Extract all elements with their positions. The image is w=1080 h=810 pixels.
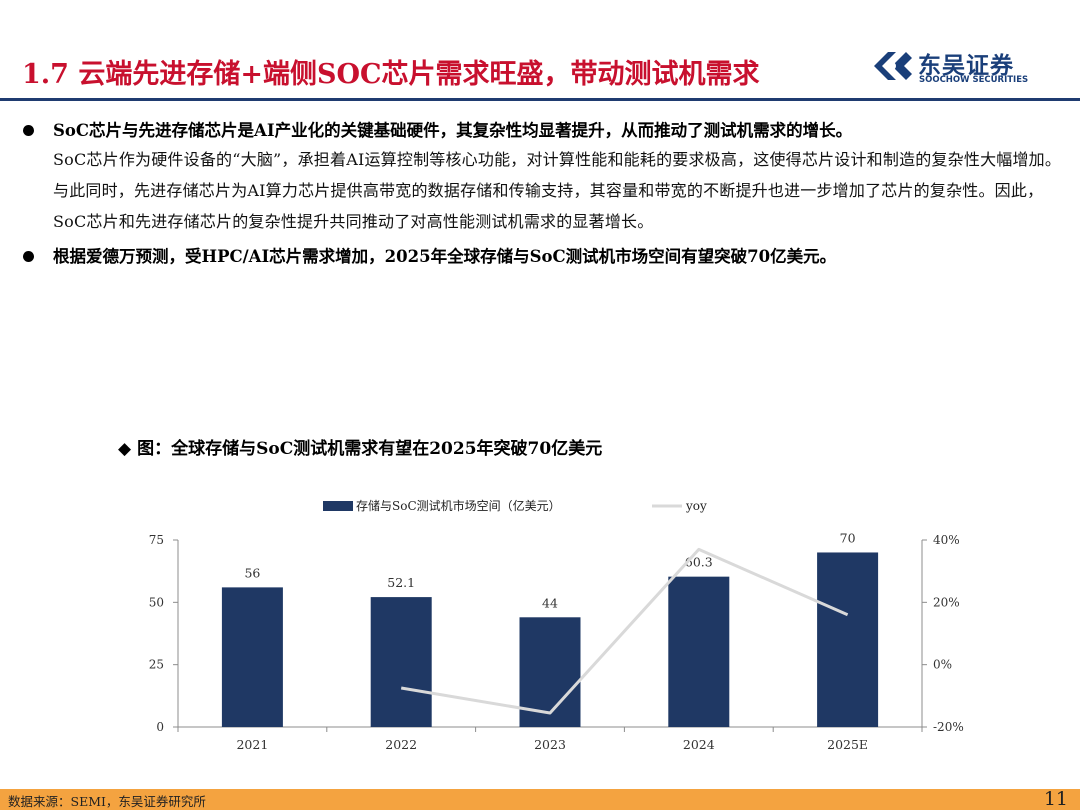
y-left-tick-label: 0: [156, 720, 164, 734]
bar: [221, 587, 283, 727]
y-left-tick-label: 75: [149, 533, 164, 547]
bullet-item-1: SoC芯片与先进存储芯片是AI产业化的关键基础硬件，其复杂性均显著提升，从而推动…: [20, 118, 1065, 237]
diamond-icon: ◆: [118, 439, 132, 459]
legend-swatch-bar: [323, 501, 353, 511]
bar-value-label: 44: [542, 595, 558, 610]
x-tick-labels: 2021 2022 2023 2024 2025E: [236, 737, 868, 752]
bullet-list: SoC芯片与先进存储芯片是AI产业化的关键基础硬件，其复杂性均显著提升，从而推动…: [20, 118, 1065, 277]
page-number: 11: [1043, 788, 1068, 810]
x-tick-label: 2025E: [827, 737, 868, 752]
bar: [668, 576, 730, 727]
logo-text-en: SOOCHOW SECURITIES: [919, 75, 1029, 85]
x-tick-label: 2023: [534, 737, 566, 752]
logo-text-cn: 东吴证券: [918, 52, 1014, 79]
y-right-tick-label: 0%: [933, 658, 952, 672]
slide-header: 1.7 云端先进存储+端侧SOC芯片需求旺盛，带动测试机需求 东吴证券 SOOC…: [0, 0, 1080, 101]
chart-caption-text: 图：全球存储与SoC测试机需求有望在2025年突破70亿美元: [137, 439, 603, 459]
x-tick-label: 2021: [236, 737, 268, 752]
bullet-body: SoC芯片作为硬件设备的“大脑”，承担着AI运算控制等核心功能，对计算性能和能耗…: [53, 150, 1062, 231]
bullet-item-2: 根据爱德万预测，受HPC/AI芯片需求增加，2025年全球存储与SoC测试机市场…: [20, 244, 1065, 270]
legend-label-bar: 存储与SoC测试机市场空间（亿美元）: [356, 498, 561, 513]
yoy-line: [400, 547, 849, 715]
slide-title: 1.7 云端先进存储+端侧SOC芯片需求旺盛，带动测试机需求: [22, 59, 760, 90]
bullet-heading: SoC芯片与先进存储芯片是AI产业化的关键基础硬件，其复杂性均显著提升，从而推动…: [53, 121, 853, 140]
x-tick-label: 2022: [385, 737, 417, 752]
bullet-heading: 根据爱德万预测，受HPC/AI芯片需求增加，2025年全球存储与SoC测试机市场…: [53, 247, 837, 266]
y-right-tick-label: -20%: [933, 720, 964, 734]
header-divider: [0, 98, 1080, 101]
bar-series: [221, 552, 879, 727]
y-right-tick-label: 40%: [933, 533, 960, 547]
bullet-dot-icon: [23, 251, 34, 262]
bar-value-label: 56: [244, 565, 260, 580]
legend-label-line: yoy: [685, 499, 707, 513]
data-source: 数据来源：SEMI，东吴证券研究所: [8, 794, 206, 809]
y-right-tick-label: 20%: [933, 595, 960, 609]
yoy-series: [400, 547, 849, 715]
chart-axes: 0 25 50 75 -20% 0% 20% 40%: [149, 533, 964, 734]
chart-legend: 存储与SoC测试机市场空间（亿美元） yoy: [323, 498, 707, 513]
soochow-logo-icon: [874, 52, 912, 80]
market-size-chart: 存储与SoC测试机市场空间（亿美元） yoy 0 25 50 75 -20% 0% 20% 40…: [149, 498, 964, 752]
brand-logo: 东吴证券 SOOCHOW SECURITIES: [870, 46, 1060, 90]
bar: [370, 597, 432, 727]
x-tick-label: 2024: [683, 737, 715, 752]
footer-bar: 数据来源：SEMI，东吴证券研究所 11: [0, 788, 1080, 810]
chart-caption: ◆ 图：全球存储与SoC测试机需求有望在2025年突破70亿美元: [118, 434, 602, 459]
bar: [817, 552, 879, 727]
bar-value-label: 52.1: [387, 575, 415, 590]
y-left-tick-label: 50: [149, 595, 164, 609]
bullet-dot-icon: [23, 125, 34, 136]
bar-value-label: 70: [840, 530, 856, 545]
y-left-tick-label: 25: [149, 658, 164, 672]
